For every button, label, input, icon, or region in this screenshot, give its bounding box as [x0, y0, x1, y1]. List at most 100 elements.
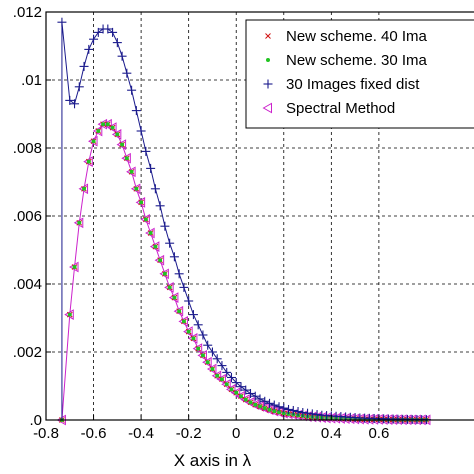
data-point	[231, 378, 241, 388]
data-point	[179, 282, 189, 292]
data-point	[219, 377, 224, 382]
data-point	[288, 405, 298, 415]
data-point	[127, 85, 137, 95]
data-point	[184, 296, 194, 306]
data-point	[245, 388, 255, 398]
data-point	[164, 282, 174, 293]
data-point	[303, 408, 313, 418]
data-point	[235, 390, 245, 402]
legend-marker	[263, 79, 273, 89]
series-new-scheme-30-images	[59, 122, 429, 422]
data-point	[112, 38, 122, 48]
data-point	[72, 265, 77, 269]
data-point	[253, 402, 258, 407]
data-point	[206, 363, 217, 375]
data-point	[74, 82, 84, 92]
data-point	[243, 397, 248, 402]
data-point	[221, 378, 231, 390]
legend-label: New scheme. 30 Ima	[286, 52, 428, 69]
data-point	[215, 373, 220, 378]
data-point	[145, 227, 155, 239]
data-point	[169, 252, 179, 262]
data-point	[187, 333, 198, 344]
data-point	[196, 346, 201, 351]
data-point	[230, 387, 241, 399]
data-point	[234, 390, 239, 395]
data-point	[73, 217, 84, 229]
data-point	[139, 200, 144, 205]
data-point	[238, 394, 243, 399]
data-point	[130, 183, 141, 195]
data-point	[64, 309, 74, 320]
data-point	[225, 384, 236, 395]
data-point	[293, 407, 303, 416]
data-point	[193, 320, 203, 330]
x-tick-label: -0.2	[176, 425, 202, 442]
data-point	[120, 142, 125, 147]
data-point	[167, 285, 172, 290]
data-point	[102, 118, 112, 130]
legend-marker	[266, 58, 270, 62]
data-point	[101, 122, 106, 127]
data-point	[307, 409, 317, 419]
legend: New scheme. 40 Ima New scheme. 30 Ima 30 I…	[245, 19, 474, 129]
data-point	[91, 139, 96, 144]
data-point	[258, 404, 262, 409]
data-point	[117, 51, 127, 61]
data-point	[57, 17, 67, 27]
data-point	[160, 221, 170, 231]
data-point	[116, 139, 127, 150]
legend-box	[245, 19, 474, 129]
data-point	[279, 403, 289, 413]
data-point	[96, 129, 101, 133]
data-point	[236, 382, 246, 392]
data-point	[86, 159, 91, 164]
data-point	[172, 295, 177, 300]
data-point	[216, 373, 226, 385]
legend-item: 30 Images fixed dist	[263, 76, 420, 93]
data-point	[131, 106, 141, 116]
legend-label: New scheme. 40 Ima	[286, 28, 428, 45]
data-point	[155, 201, 165, 211]
data-point	[165, 238, 175, 248]
x-tick-label: 0	[232, 425, 240, 442]
data-point	[200, 353, 205, 358]
data-point	[140, 214, 150, 225]
series-spectral-method	[56, 118, 431, 426]
y-tick-label: .0	[29, 412, 42, 429]
legend-item: New scheme. 30 Ima	[266, 52, 428, 69]
axis-ticks: -0.8 -0.6 -0.4 -0.2 0 0.2 0.4 0.6 .0 .002 .004 .006…	[13, 4, 390, 442]
x-axis-label: X axis in λ	[174, 451, 252, 470]
data-point	[162, 271, 167, 276]
data-point	[141, 146, 151, 156]
data-point	[272, 409, 277, 414]
data-point	[207, 347, 217, 357]
data-point	[203, 340, 213, 350]
data-point	[84, 44, 94, 54]
data-point	[122, 68, 132, 78]
data-point	[67, 312, 72, 317]
legend-item: New scheme. 40 Ima	[265, 28, 428, 45]
data-point	[210, 367, 215, 371]
y-tick-label: .008	[13, 140, 42, 157]
data-point	[267, 407, 272, 412]
data-point	[105, 122, 110, 127]
data-point	[148, 231, 153, 235]
data-point	[183, 326, 193, 337]
x-tick-label: 0.4	[321, 425, 342, 442]
data-point	[108, 27, 118, 37]
data-point	[284, 404, 294, 414]
legend-marker	[262, 102, 272, 114]
data-point	[93, 27, 103, 37]
data-point	[229, 387, 234, 392]
y-tick-label: .012	[13, 4, 42, 21]
x-tick-label: -0.4	[128, 425, 154, 442]
data-point	[198, 330, 208, 340]
data-point	[226, 373, 236, 382]
data-point	[250, 391, 260, 401]
data-point	[269, 400, 279, 410]
data-point	[82, 186, 87, 191]
data-point	[274, 402, 284, 412]
y-tick-label: .006	[13, 208, 42, 225]
data-point	[77, 220, 82, 225]
